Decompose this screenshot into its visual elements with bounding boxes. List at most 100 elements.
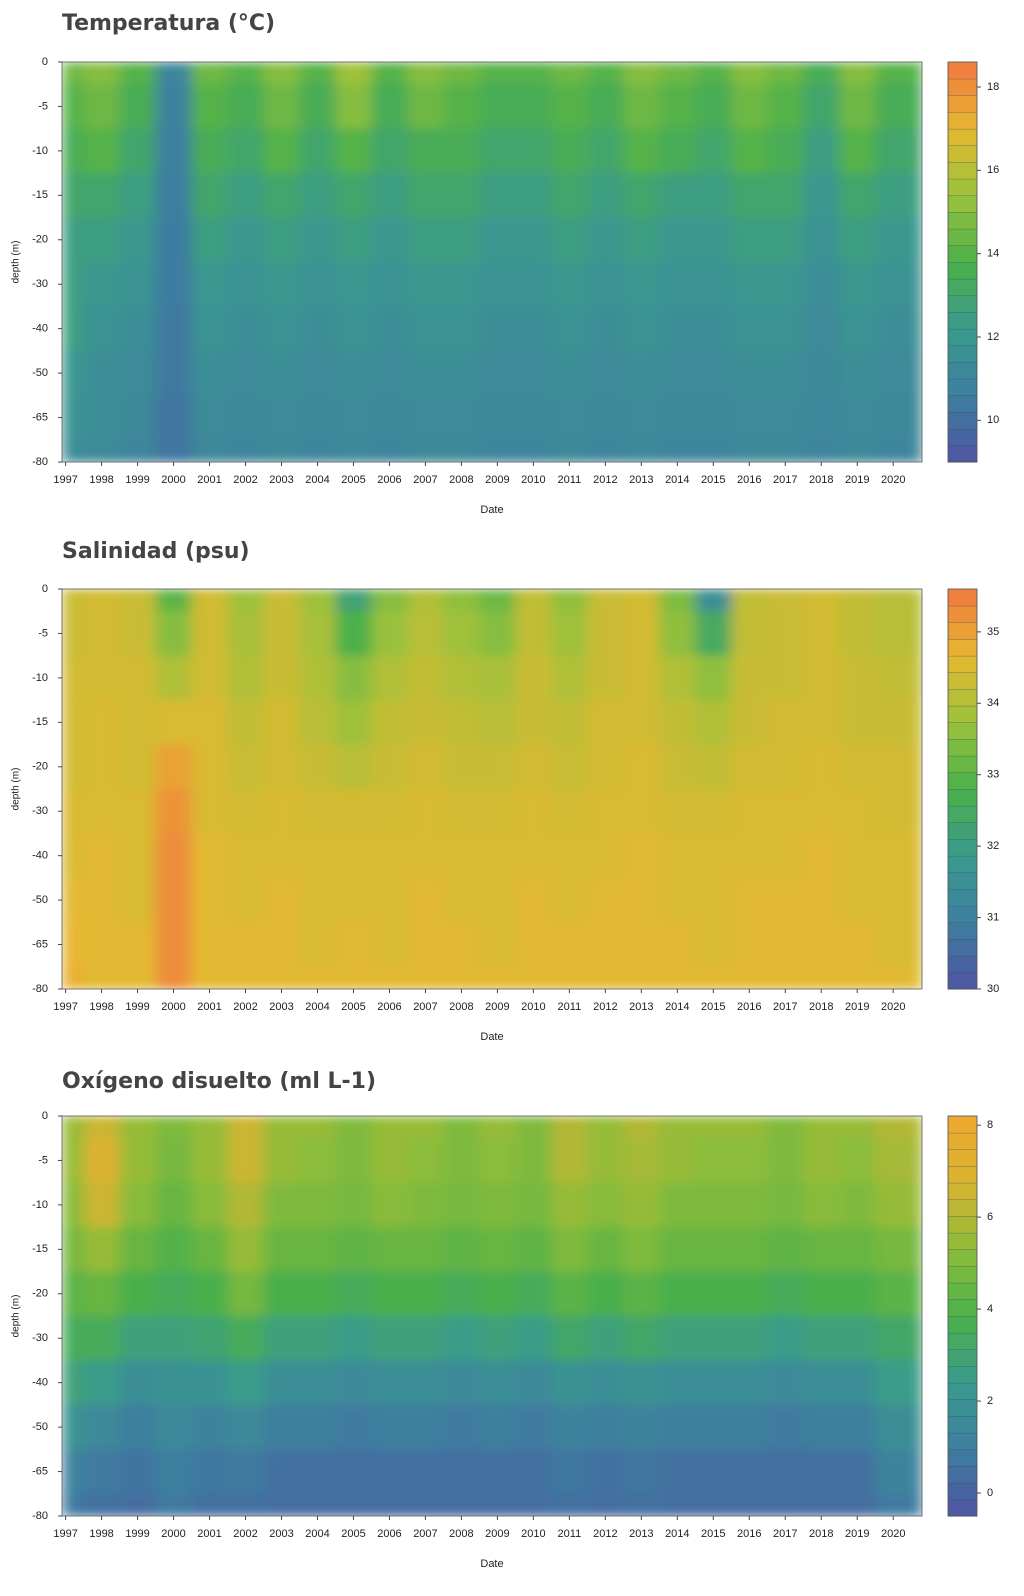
colorbar-band (947, 972, 978, 990)
field-cell (875, 1116, 922, 1139)
field-cell (155, 173, 193, 219)
field-cell (695, 350, 732, 396)
field-cell (731, 1493, 768, 1516)
field-cell (155, 1271, 193, 1317)
field-cell (623, 173, 660, 219)
field-cell (83, 877, 121, 923)
x-tick-label: 2007 (413, 1528, 437, 1540)
field-cell (227, 350, 265, 396)
field-cell (515, 1138, 552, 1184)
x-tick-label: 2009 (485, 1528, 509, 1540)
field-cell (443, 700, 481, 746)
field-cell (443, 262, 481, 308)
colorbar-band (947, 1332, 978, 1350)
x-tick-label: 2013 (629, 474, 653, 486)
field-cell (371, 350, 409, 396)
field-cell (299, 395, 337, 441)
field-cell (191, 350, 229, 396)
field-cell (155, 700, 193, 746)
field-cell (407, 262, 445, 308)
field-cell (839, 62, 876, 85)
field-cell (227, 611, 265, 657)
field-cell (659, 1360, 696, 1406)
field-cell (803, 700, 840, 746)
colorbar-border (947, 1115, 978, 1517)
field-cell (227, 700, 265, 746)
field-cell (623, 1271, 660, 1317)
field-cell (335, 655, 373, 701)
field-cell (515, 350, 552, 396)
field-cell (83, 789, 121, 835)
field-cell (155, 789, 193, 835)
field-cell (119, 350, 157, 396)
colorbar-band (947, 888, 978, 907)
field-cell (407, 877, 445, 923)
field-cell (62, 1316, 85, 1362)
y-tick-label: -20 (32, 761, 48, 773)
field-cell (659, 217, 696, 263)
field (62, 62, 922, 462)
field-cell (443, 439, 481, 462)
x-tick-label: 2008 (449, 474, 473, 486)
colorbar-band (947, 295, 978, 313)
field-cell (335, 744, 373, 790)
field-cell (695, 655, 732, 701)
y-tick-label: -30 (32, 1332, 48, 1344)
colorbar-band (947, 1265, 978, 1284)
panel: Salinidad (psu) 0 -5 -10 -15 -20 -30 -40 -50 -65 -… (11, 539, 1000, 1043)
field-cell (83, 833, 121, 879)
field-cell (659, 395, 696, 441)
field-cell (62, 611, 85, 657)
field-cell (551, 922, 588, 968)
colorbar-band (947, 1199, 978, 1217)
y-tick-label: -40 (32, 1377, 48, 1389)
field-cell (119, 173, 157, 219)
field-cell (515, 439, 552, 462)
colorbar-band (947, 1315, 978, 1334)
y-tick-label: -65 (32, 1465, 48, 1477)
field-cell (407, 1449, 445, 1495)
field-cell (443, 655, 481, 701)
field-cell (299, 173, 337, 219)
field-cell (551, 306, 588, 352)
field-cell (479, 1316, 516, 1362)
field-cell (479, 744, 516, 790)
field-cell (62, 306, 85, 352)
field-cell (839, 833, 876, 879)
field-cell (839, 350, 876, 396)
field-cell (623, 744, 660, 790)
field-cell (479, 833, 516, 879)
field-cell (623, 128, 660, 174)
field-cell (875, 789, 922, 835)
colorbar-band (947, 1482, 978, 1500)
field-cell (875, 744, 922, 790)
field-cell (587, 306, 624, 352)
field-cell (551, 128, 588, 174)
field-cell (551, 611, 588, 657)
field-cell (335, 589, 373, 612)
field-cell (587, 611, 624, 657)
field-cell (623, 62, 660, 85)
field-cell (83, 128, 121, 174)
field-cell (731, 1271, 768, 1317)
field-cell (767, 833, 804, 879)
field-cell (299, 611, 337, 657)
field-cell (371, 439, 409, 462)
colorbar-band (947, 905, 978, 923)
field-cell (839, 1227, 876, 1273)
x-tick-label: 2001 (197, 474, 221, 486)
colorbar-band (947, 395, 978, 413)
field-cell (875, 1182, 922, 1228)
field-cell (551, 395, 588, 441)
field-cell (62, 744, 85, 790)
colorbar-band (947, 705, 978, 723)
colorbar-tick-label: 31 (987, 911, 999, 923)
field-cell (371, 217, 409, 263)
colorbar-tick-label: 33 (987, 769, 999, 781)
field-cell (695, 128, 732, 174)
field-cell (227, 1116, 265, 1139)
field-cell (227, 306, 265, 352)
field-cell (695, 62, 732, 85)
field-cell (371, 966, 409, 989)
